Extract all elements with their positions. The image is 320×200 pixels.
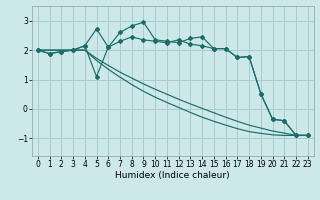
X-axis label: Humidex (Indice chaleur): Humidex (Indice chaleur) [116,171,230,180]
